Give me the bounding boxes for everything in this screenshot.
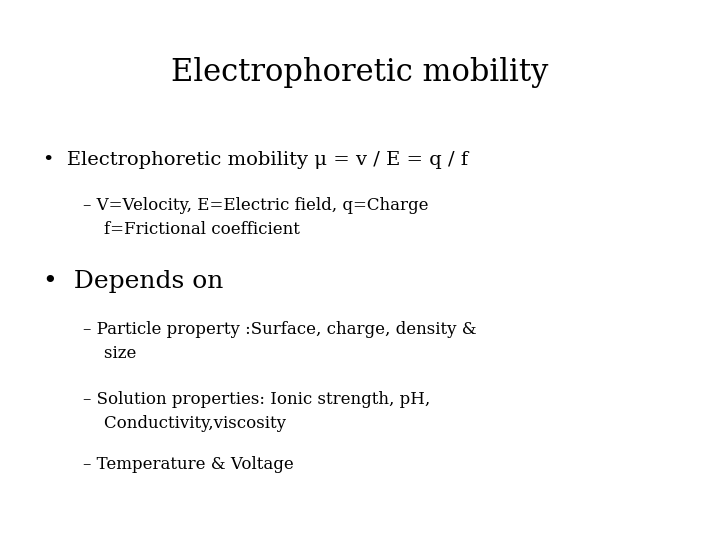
Text: – V=Velocity, E=Electric field, q=Charge
    f=Frictional coefficient: – V=Velocity, E=Electric field, q=Charge… (83, 197, 428, 238)
Text: •  Electrophoretic mobility μ = v / E = q / f: • Electrophoretic mobility μ = v / E = q… (43, 151, 468, 169)
Text: – Temperature & Voltage: – Temperature & Voltage (83, 456, 294, 473)
Text: – Solution properties: Ionic strength, pH,
    Conductivity,viscosity: – Solution properties: Ionic strength, p… (83, 392, 430, 432)
Text: – Particle property :Surface, charge, density &
    size: – Particle property :Surface, charge, de… (83, 321, 477, 362)
Text: •  Depends on: • Depends on (43, 270, 224, 293)
Text: Electrophoretic mobility: Electrophoretic mobility (171, 57, 549, 87)
